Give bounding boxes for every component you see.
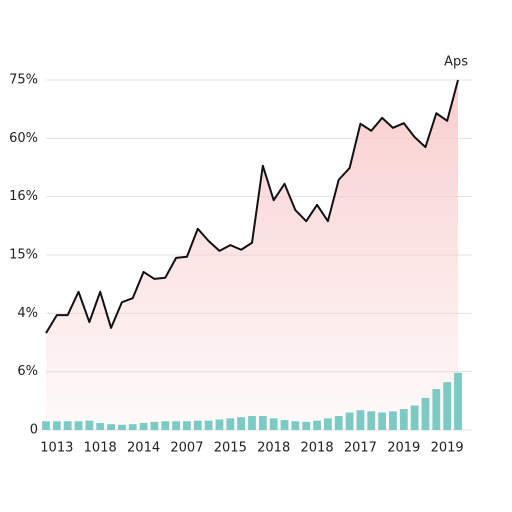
bar <box>52 421 61 430</box>
x-tick-label: 2017 <box>344 441 377 456</box>
bar <box>161 421 170 430</box>
x-tick-label: 2019 <box>387 441 420 456</box>
bar <box>193 420 202 430</box>
bar <box>107 424 115 430</box>
bar <box>258 416 267 430</box>
bar <box>367 411 376 430</box>
x-tick-label: 2015 <box>214 441 247 456</box>
bar <box>63 421 72 430</box>
bar <box>378 412 387 430</box>
x-tick-label: 2019 <box>431 441 464 456</box>
bar <box>313 420 321 430</box>
y-tick-label: 75% <box>9 73 38 88</box>
annotation: Aps <box>444 55 468 70</box>
bar <box>269 418 278 430</box>
bar <box>399 409 408 430</box>
x-tick-label: 1018 <box>84 441 117 456</box>
x-tick-label: 2014 <box>127 441 160 456</box>
bar <box>74 421 83 430</box>
bar <box>280 420 289 430</box>
x-tick-label: 2018 <box>257 441 290 456</box>
bar <box>248 416 256 430</box>
bar <box>139 423 148 430</box>
bar <box>85 420 94 430</box>
bar <box>334 416 343 430</box>
bar <box>410 405 419 430</box>
bar <box>291 421 300 430</box>
bar <box>454 372 462 430</box>
line <box>45 79 459 334</box>
bar <box>345 412 354 430</box>
bar <box>432 389 441 430</box>
bar <box>356 410 365 430</box>
bar <box>117 424 126 430</box>
y-tick-label: 4% <box>17 306 38 321</box>
bar <box>237 417 246 430</box>
bar <box>421 397 430 430</box>
y-tick-label: 0 <box>30 423 38 438</box>
bar <box>302 421 311 430</box>
bar <box>204 420 213 430</box>
bar <box>323 418 332 430</box>
y-tick-label: 60% <box>9 131 38 146</box>
bar <box>172 421 181 430</box>
bar <box>389 411 397 430</box>
y-tick-label: 6% <box>17 364 38 379</box>
bar <box>215 419 224 430</box>
x-tick-label: 2007 <box>170 441 203 456</box>
x-tick-label: 2018 <box>301 441 334 456</box>
bar <box>150 421 159 430</box>
x-tick-label: 1013 <box>40 441 73 456</box>
y-tick-label: 15% <box>9 248 38 263</box>
bar <box>96 423 105 430</box>
bar <box>183 421 191 430</box>
bar <box>443 382 452 430</box>
bar <box>42 421 50 430</box>
y-tick-label: 16% <box>9 189 38 204</box>
bar <box>226 418 235 430</box>
bar <box>128 424 137 430</box>
line-area <box>46 80 458 430</box>
